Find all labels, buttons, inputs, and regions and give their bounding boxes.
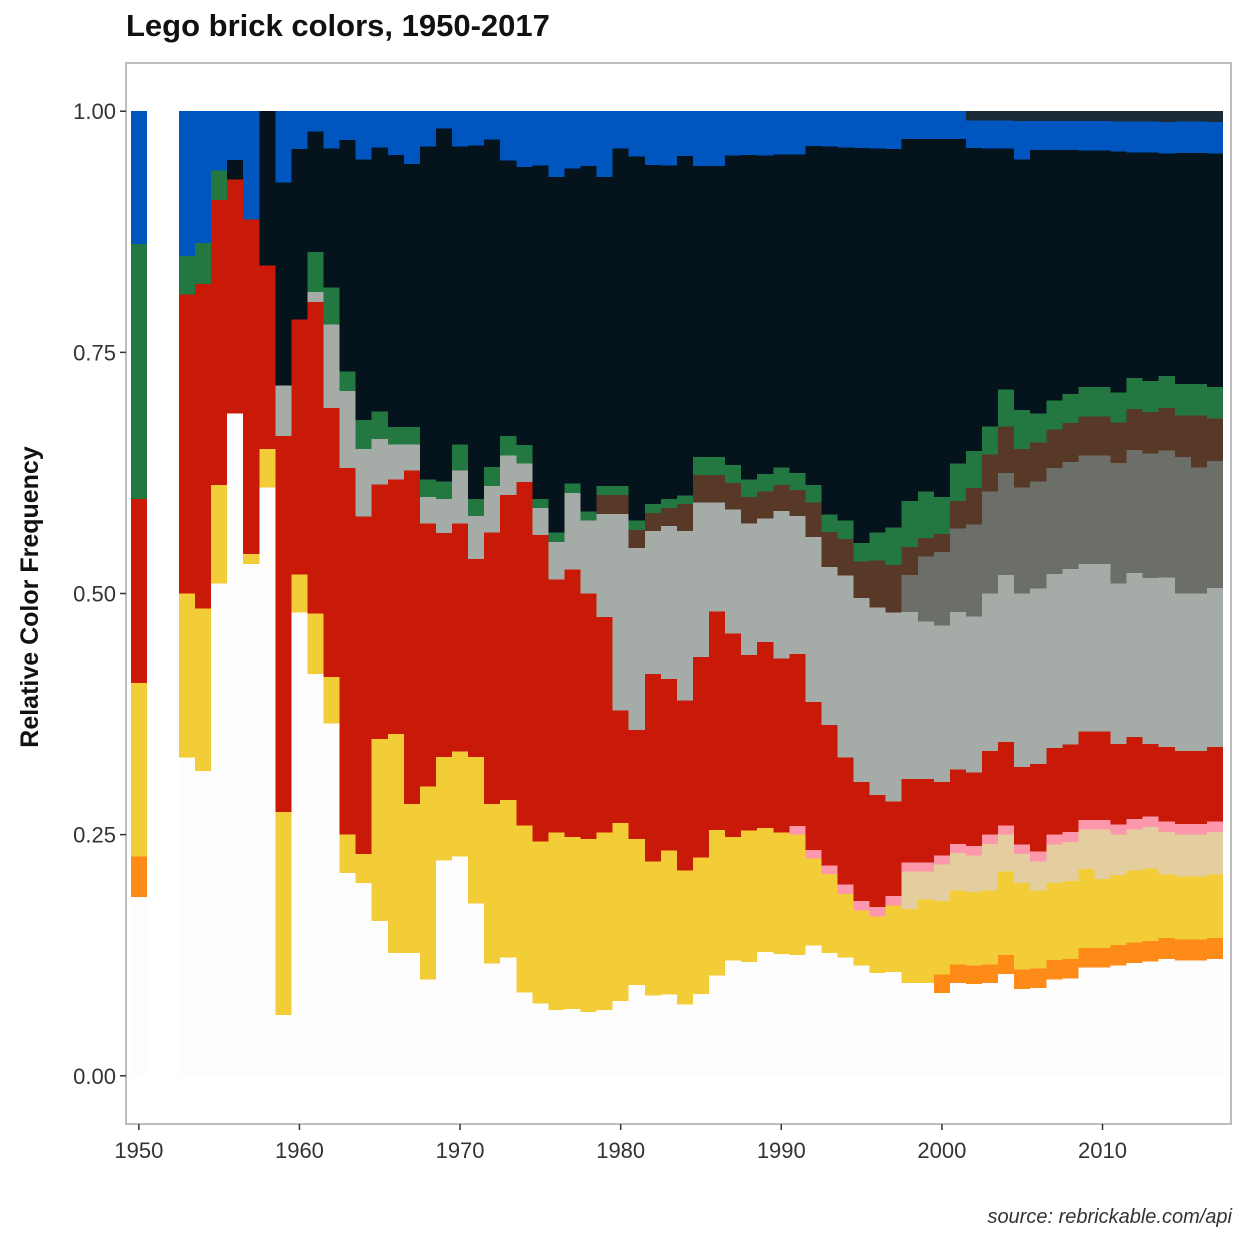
x-tick-label-1970: 1970 [436,1138,485,1163]
chart-caption: source: rebrickable.com/api [987,1206,1232,1228]
series-area-11-part-1 [179,111,1223,256]
series-area-12-part-1 [179,111,1223,122]
series-layer [130,111,1223,1076]
y-tick-label-0-50: 0.50 [73,582,116,607]
x-tick-label-1960: 1960 [275,1138,324,1163]
series-area-5-part-0 [130,499,147,683]
series-area-1-part-0 [130,856,147,898]
series-area-8-part-1 [179,179,1223,613]
x-tick-label-1990: 1990 [757,1138,806,1163]
series-area-11-part-0 [130,111,147,244]
x-tick-label-2000: 2000 [917,1138,966,1163]
y-tick-label-0-00: 0.00 [73,1064,116,1089]
series-area-9-part-0 [130,243,147,500]
x-tick-label-2010: 2010 [1078,1138,1127,1163]
chart-title: Lego brick colors, 1950-2017 [126,8,550,43]
y-tick-label-0-75: 0.75 [73,340,116,365]
y-tick-label-0-25: 0.25 [73,823,116,848]
series-area-2-part-1 [179,413,1223,1015]
y-axis-title: Relative Color Frequency [16,446,44,748]
series-area-2-part-0 [130,682,147,857]
series-area-3-part-1 [179,413,1223,917]
series-area-9-part-1 [179,170,1223,566]
series-area-10-part-1 [179,111,1223,543]
series-area-0-part-1 [179,413,1223,1076]
series-area-7-part-1 [179,179,1223,626]
series-area-1-part-1 [179,413,1223,1015]
series-area-6-part-1 [179,179,1223,802]
x-tick-label-1980: 1980 [596,1138,645,1163]
series-area-0-part-0 [130,897,147,1076]
y-tick-label-1-00: 1.00 [73,99,116,124]
axis-layer: 0.00 0.25 0.50 0.75 1.00 1950 1960 1970 1980 1990… [73,99,1127,1163]
x-tick-label-1950: 1950 [114,1138,163,1163]
series-area-5-part-1 [179,179,1223,908]
